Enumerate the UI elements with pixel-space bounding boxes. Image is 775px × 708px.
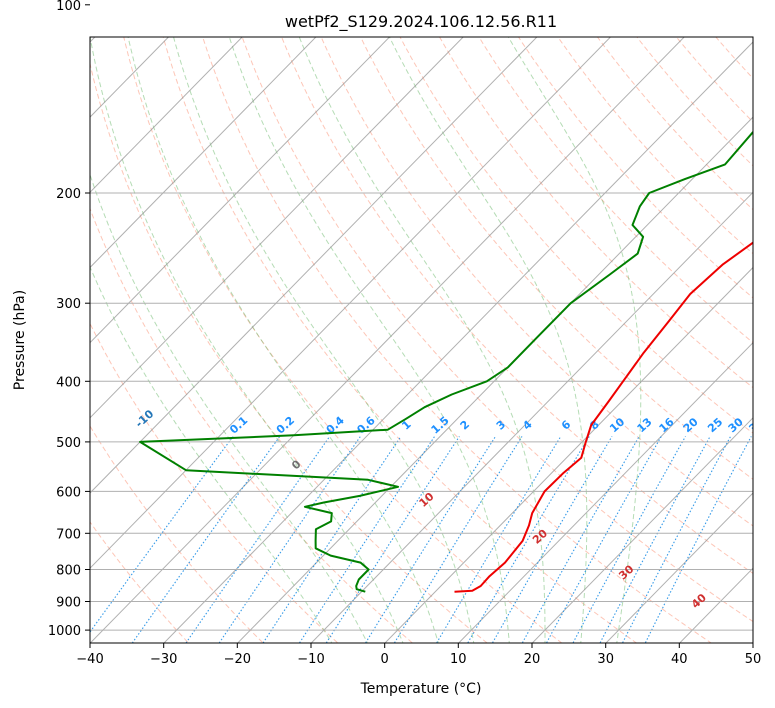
isobar-grid [90, 192, 753, 631]
x-tick-label: 30 [597, 652, 614, 667]
mixing-ratio-line [393, 436, 523, 643]
mixing-ratio-line [545, 436, 662, 643]
y-tick-label: 1000 [48, 624, 81, 639]
isotherm [163, 41, 753, 643]
x-tick-label: 50 [745, 652, 762, 667]
isotherm [605, 492, 753, 643]
y-axis-label: Pressure (hPa) [12, 290, 28, 390]
x-axis-label: Temperature (°C) [360, 681, 482, 697]
plot-background [90, 37, 753, 643]
dry-adiabat [241, 37, 753, 623]
moist-adiabat [173, 37, 475, 643]
x-tick-label: 0 [381, 652, 389, 667]
x-tick-label: 40 [671, 652, 688, 667]
y-tick-label: 400 [56, 375, 81, 390]
dry-adiabat [90, 425, 264, 643]
isotherm [457, 341, 753, 643]
dry-adiabat [751, 32, 775, 648]
dry-adiabat [162, 37, 638, 643]
isotherm [90, 37, 391, 344]
y-tick-label: 300 [56, 297, 81, 312]
isotherm [90, 37, 243, 194]
background-lines [90, 32, 775, 648]
mixing-ratio-line [90, 436, 234, 633]
mixing-ratio-line [491, 436, 613, 643]
y-tick-label: 200 [56, 187, 81, 202]
dry-adiabat [320, 37, 753, 527]
moist-adiabat [127, 37, 439, 643]
mixing-ratio-line [262, 436, 402, 643]
mixing-ratio-line [435, 436, 562, 643]
mixing-ratio-line [185, 436, 331, 643]
y-tick-label: 800 [56, 564, 81, 579]
y-tick-label: 700 [56, 527, 81, 542]
mixing-ratio-line [298, 436, 436, 643]
x-tick-label: −20 [224, 652, 251, 667]
mixing-ratio-line [218, 436, 361, 643]
dry-adiabat [360, 37, 753, 480]
isotherm [90, 37, 612, 569]
axes: −40 −30 −20 −10 0 10 20 30 40 50 100 200 300 400 500 60… [48, 0, 761, 667]
profile-series [139, 130, 753, 593]
dry-adiabat [90, 207, 414, 643]
dry-adiabat [90, 61, 488, 643]
chart-title: wetPf2_S129.2024.106.12.56.R11 [285, 12, 557, 32]
mixing-ratio-line [599, 436, 711, 643]
x-tick-label: −30 [150, 652, 177, 667]
mixing-ratio-line [521, 436, 640, 643]
mixing-ratio-line [621, 436, 732, 643]
dry-adiabat [281, 37, 753, 574]
isotherm [531, 417, 753, 643]
temperature-profile [454, 241, 753, 593]
mixing-ratio-label: 36 [746, 415, 766, 435]
dry-adiabat [399, 37, 753, 434]
dry-adiabat [90, 322, 339, 643]
plot-frame [89, 36, 754, 644]
isotherm [90, 37, 685, 643]
y-tick-label: 600 [56, 485, 81, 500]
dewpoint-profile [139, 130, 753, 593]
mixing-ratio-line [572, 436, 686, 643]
y-tick-label: 900 [56, 596, 81, 611]
isotherm [90, 37, 538, 494]
isotherm [90, 37, 464, 419]
isotherm [384, 266, 753, 643]
dry-adiabat [438, 37, 753, 389]
x-tick-label: −10 [297, 652, 324, 667]
x-tick-label: 20 [524, 652, 541, 667]
x-tick-label: 10 [450, 652, 467, 667]
dry-adiabat [557, 37, 753, 255]
isotherm [310, 191, 753, 643]
y-tick-label: 100 [56, 0, 81, 14]
isotherm [90, 37, 317, 269]
y-tick-label: 500 [56, 436, 81, 451]
mixing-ratio-line [467, 436, 590, 643]
dry-adiabat [517, 37, 753, 299]
mixing-ratio-line [644, 436, 752, 643]
x-tick-label: −40 [76, 652, 103, 667]
dry-adiabat [202, 37, 713, 643]
mixing-ratio-line [364, 436, 496, 643]
dry-adiabat [478, 37, 753, 344]
dry-adiabat-label: -30 [0, 341, 7, 364]
